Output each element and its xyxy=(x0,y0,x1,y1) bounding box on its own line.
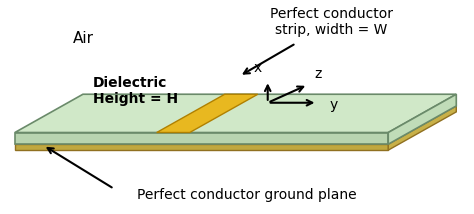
Text: y: y xyxy=(329,98,337,112)
Text: Perfect conductor ground plane: Perfect conductor ground plane xyxy=(137,188,356,202)
Polygon shape xyxy=(156,94,258,132)
Polygon shape xyxy=(388,94,456,144)
Polygon shape xyxy=(388,106,456,150)
Polygon shape xyxy=(15,106,456,144)
Text: Air: Air xyxy=(73,31,94,46)
Text: x: x xyxy=(253,61,262,75)
Text: z: z xyxy=(315,67,322,82)
Polygon shape xyxy=(15,132,388,144)
Text: Dielectric
Height = H: Dielectric Height = H xyxy=(93,76,178,106)
Polygon shape xyxy=(15,144,388,150)
Text: Perfect conductor
strip, width = W: Perfect conductor strip, width = W xyxy=(270,7,393,37)
Polygon shape xyxy=(15,94,456,132)
